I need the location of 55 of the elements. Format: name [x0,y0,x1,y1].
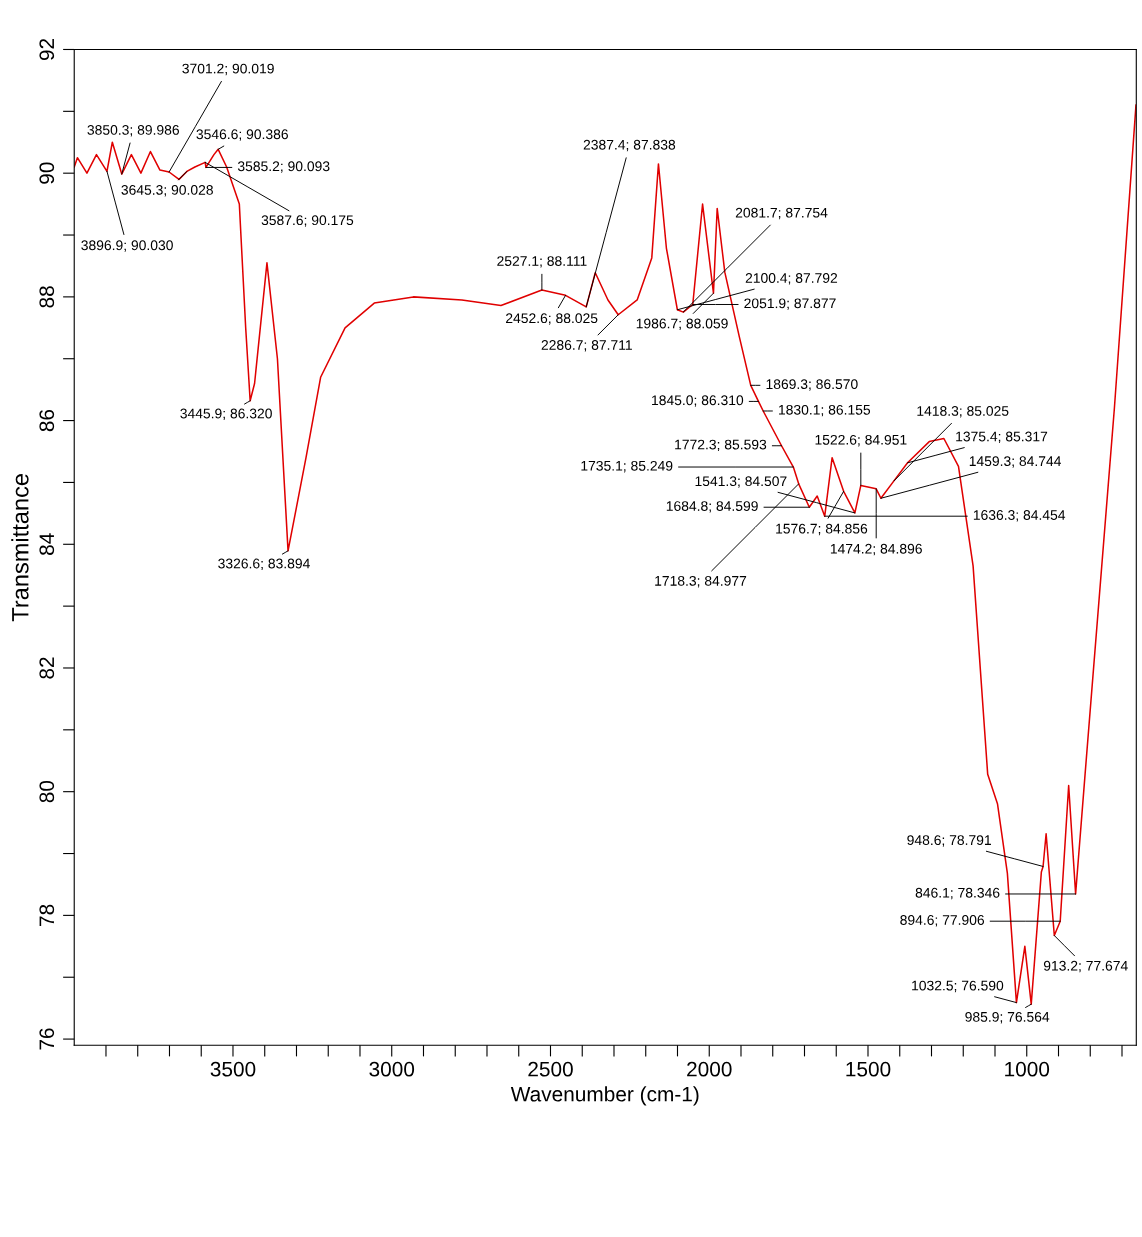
annotation: 1541.3; 84.507 [695,476,787,488]
annotation: 2527.1; 88.111 [497,256,587,268]
annotation: 2387.4; 87.838 [583,139,676,152]
annotation: 3587.6; 90.175 [261,215,354,227]
annotation: 3326.6; 83.894 [218,558,310,571]
x-tick-label: 1500 [846,1061,891,1077]
annotation: 3546.6; 90.386 [196,129,288,141]
annotation: 1986.7; 88.059 [636,318,728,331]
x-tick-label: 2000 [687,1061,732,1077]
annotation: 3585.2; 90.093 [237,161,330,173]
annotation: 3701.2; 90.019 [182,63,274,76]
y-axis-title: Transmittance [11,474,29,622]
annotation: 1772.3; 85.593 [675,439,767,452]
y-tick-label: 82 [39,657,55,679]
x-tick-label: 2500 [528,1061,573,1077]
annotation: 985.9; 76.564 [965,1011,1050,1024]
y-tick-label: 86 [39,409,55,432]
annotation: 1636.3; 84.454 [973,510,1066,522]
y-tick-label: 80 [39,780,55,803]
annotation: 3445.9; 86.320 [180,408,272,421]
y-tick-label: 76 [39,1028,55,1050]
annotation: 1576.7; 84.856 [776,523,868,536]
annotation: 1474.2; 84.896 [830,543,922,556]
y-tick-label: 84 [39,533,55,555]
annotation: 1032.5; 76.590 [912,980,1004,993]
annotation: 1718.3; 84.977 [655,575,747,588]
annotation: 1684.8; 84.599 [666,501,758,513]
annotation: 1869.3; 86.570 [766,379,858,391]
annotation: 2100.4; 87.792 [745,273,838,285]
annotation: 2081.7; 87.754 [735,207,828,220]
y-tick-label: 90 [39,162,55,184]
x-tick-label: 3500 [210,1061,256,1077]
x-tick-label: 3000 [369,1061,415,1077]
annotation: 2452.6; 88.025 [506,313,598,325]
y-tick-label: 78 [39,904,55,926]
annotation: 3850.3; 89.986 [87,125,179,137]
annotation: 3645.3; 90.028 [121,184,213,197]
annotation: 894.6; 77.906 [900,915,985,927]
annotation: 948.6; 78.791 [907,835,991,847]
x-axis-title: Wavenumber (cm-1) [510,1086,699,1106]
annotation: 1459.3; 84.744 [969,456,1062,468]
annotation: 846.1; 78.346 [915,887,1000,900]
annotation: 1735.1; 85.249 [581,460,673,473]
annotation: 1375.4; 85.317 [956,431,1048,444]
x-tick-label: 1000 [1005,1061,1050,1077]
annotation: 2051.9; 87.877 [744,298,836,310]
annotation: 1522.6; 84.951 [815,434,907,447]
annotation: 3896.9; 90.030 [81,240,173,252]
annotation: 913.2; 77.674 [1043,960,1128,973]
annotation: 1845.0; 86.310 [652,395,744,407]
annotation: 1418.3; 85.025 [917,406,1009,418]
annotation: 2286.7; 87.711 [541,340,632,352]
y-tick-label: 92 [39,38,55,61]
y-tick-label: 88 [39,286,55,308]
annotation: 1830.1; 86.155 [779,404,871,417]
